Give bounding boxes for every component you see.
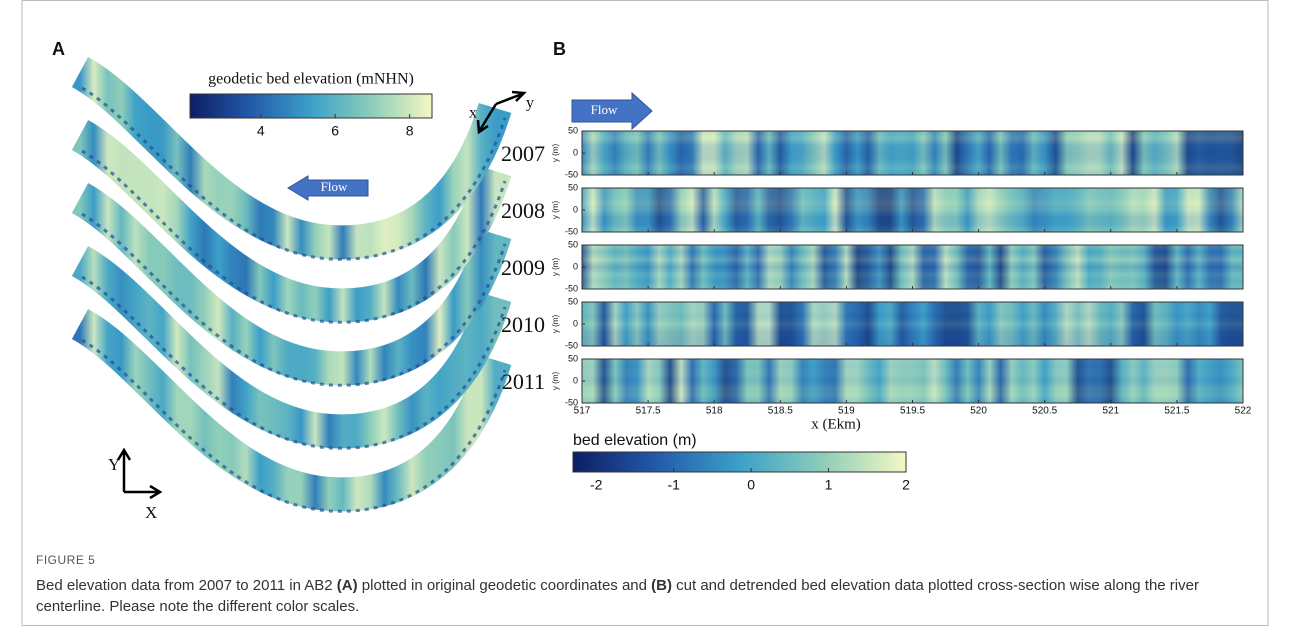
axis-label: x — [469, 105, 477, 122]
y-axis-label: y (m) — [551, 144, 560, 163]
y-tick-label: 50 — [568, 182, 578, 192]
heatmap-texture — [582, 359, 1243, 403]
heatmap-texture — [582, 302, 1243, 346]
y-tick-label: -50 — [565, 283, 578, 293]
x-tick-label: 519.5 — [900, 406, 925, 417]
river-maps — [71, 57, 512, 513]
year-label: 2007 — [501, 141, 545, 166]
strip-body — [71, 120, 512, 323]
colorbar-tick-label: 6 — [331, 123, 339, 139]
y-tick-label: 50 — [568, 125, 578, 135]
strip-edge — [81, 212, 507, 387]
x-tick-label: 518.5 — [768, 406, 793, 417]
y-tick-label: 0 — [573, 318, 578, 328]
strip-edge — [81, 275, 507, 450]
y-tick-label: 0 — [573, 204, 578, 214]
y-tick-label: 50 — [568, 239, 578, 249]
y-tick-label: 0 — [573, 375, 578, 385]
flow-label: Flow — [321, 179, 348, 194]
heatmap-texture — [582, 245, 1243, 289]
colorbar-tick-label: 1 — [825, 477, 833, 493]
strip-edge — [81, 86, 507, 261]
axis-label: y — [526, 95, 534, 112]
y-axis-label: y (m) — [551, 372, 560, 391]
x-tick-label: 520 — [970, 406, 987, 417]
axis-label: Y — [108, 455, 120, 474]
strip-edge — [81, 149, 507, 324]
flow-arrow — [287, 175, 369, 201]
caption-part: Bed elevation data from 2007 to 2011 in … — [36, 577, 337, 594]
river-strip — [71, 57, 512, 261]
strip-body — [71, 309, 512, 512]
y-axis-label: y (m) — [551, 201, 560, 220]
river-strip — [71, 246, 512, 450]
y-tick-label: -50 — [565, 226, 578, 236]
strip-edge — [81, 338, 507, 513]
y-tick-label: -50 — [565, 340, 578, 350]
panel-label: A — [52, 39, 65, 59]
x-axis-label: x (Ekm) — [811, 416, 861, 432]
axes-glyph — [116, 90, 527, 500]
x-tick-label: 518 — [706, 406, 723, 417]
caption-part: plotted in original geodetic coordinates… — [357, 577, 652, 594]
colorbar-title: geodetic bed elevation (mNHN) — [208, 71, 414, 88]
colorbar-tick-label: 8 — [406, 123, 414, 139]
x-tick-label: 517.5 — [636, 406, 661, 417]
caption-part: (B) — [651, 577, 672, 594]
year-label: 2008 — [501, 198, 545, 223]
x-tick-label: 519 — [838, 406, 855, 417]
y-tick-label: 50 — [568, 296, 578, 306]
caption-text: Bed elevation data from 2007 to 2011 in … — [36, 575, 1236, 617]
strip-body — [71, 57, 512, 260]
year-label: 2011 — [502, 369, 545, 394]
heatmap-texture — [582, 131, 1243, 175]
colorbar-tick-label: 4 — [257, 123, 265, 139]
river-strip — [71, 309, 512, 513]
colorbar-tick-label: 2 — [902, 477, 910, 493]
colorbar-title: bed elevation (m) — [573, 432, 697, 449]
y-tick-label: 50 — [568, 353, 578, 363]
flow-arrow — [571, 91, 653, 131]
colorbar — [572, 451, 907, 473]
x-tick-label: 521 — [1102, 406, 1119, 417]
colorbar-tick-label: -2 — [590, 477, 603, 493]
flow-label: Flow — [591, 102, 618, 117]
y-tick-label: -50 — [565, 397, 578, 407]
year-label: 2009 — [501, 255, 545, 280]
colorbar-tick-label: -1 — [667, 477, 680, 493]
caption-part: (A) — [336, 577, 358, 594]
y-tick-label: 0 — [573, 147, 578, 157]
colorbar — [189, 93, 433, 119]
x-tick-label: 521.5 — [1164, 406, 1189, 417]
axis-label: X — [145, 503, 157, 522]
x-tick-label: 520.5 — [1032, 406, 1057, 417]
caption-part: cut and detrended bed elevation data plo… — [36, 577, 1199, 615]
colorbar-tick-label: 0 — [747, 477, 755, 493]
y-tick-label: 0 — [573, 261, 578, 271]
caption-label: FIGURE 5 — [36, 553, 96, 567]
x-tick-label: 517 — [574, 406, 591, 417]
year-label: 2010 — [501, 312, 545, 337]
panel-label: B — [553, 39, 566, 59]
strip-body — [71, 246, 512, 449]
x-tick-label: 522 — [1235, 406, 1252, 417]
y-tick-label: -50 — [565, 169, 578, 179]
frame — [21, 0, 1269, 626]
strip-body — [71, 183, 512, 386]
heatmap-texture — [582, 188, 1243, 232]
y-axis-label: y (m) — [551, 315, 560, 334]
y-axis-label: y (m) — [551, 258, 560, 277]
river-strip — [71, 120, 512, 324]
caption: FIGURE 5 Bed elevation data from 2007 to… — [36, 553, 1236, 617]
generated: 4 6 8 -2 -1 0 1 2 2007 y (m) 50 0 -50 2008 y (m) 50 0 -50… — [189, 93, 1252, 493]
river-strip — [71, 183, 512, 387]
